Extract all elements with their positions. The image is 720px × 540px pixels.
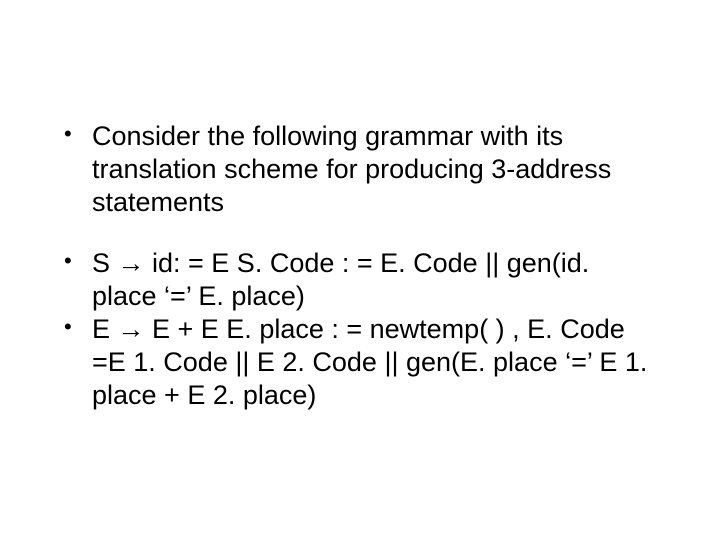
bullet-text-2: S → id: = E S. Code : = E. Code || gen(i… — [92, 247, 660, 313]
bullet-mark: • — [60, 247, 92, 276]
bullet-text-1: Consider the following grammar with its … — [92, 120, 660, 219]
bullet-item-3: • E → E + E E. place : = newtemp( ) , E.… — [60, 313, 660, 412]
bullet-mark: • — [60, 313, 92, 342]
bullet-item-1: • Consider the following grammar with it… — [60, 120, 660, 219]
bullet-item-2: • S → id: = E S. Code : = E. Code || gen… — [60, 247, 660, 313]
bullet-text-3: E → E + E E. place : = newtemp( ) , E. C… — [92, 313, 660, 412]
bullet-mark: • — [60, 120, 92, 149]
